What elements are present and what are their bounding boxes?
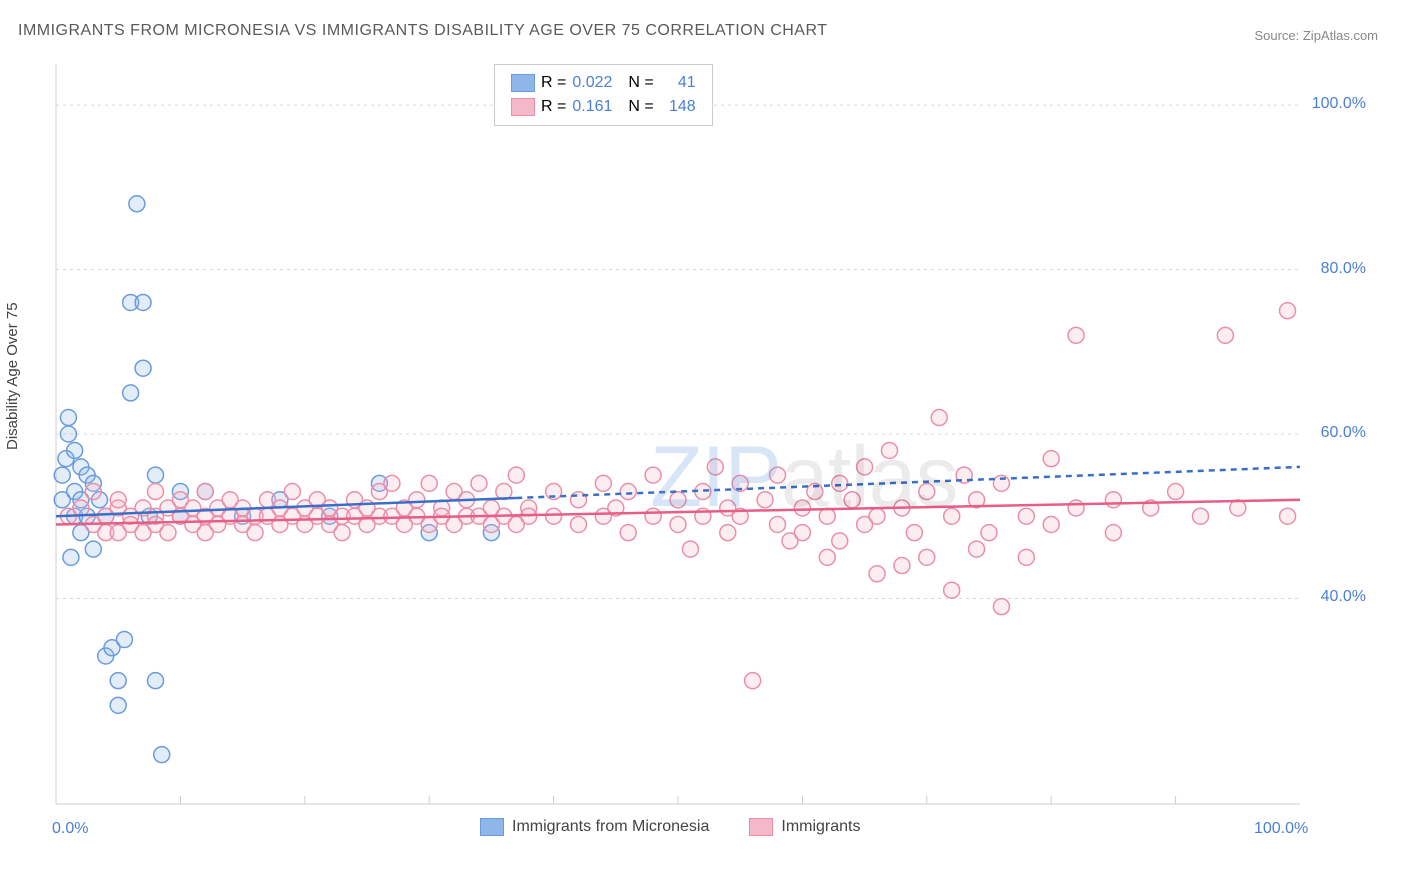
swatch-series-1 (511, 74, 535, 92)
scatter-chart (50, 58, 1370, 834)
chart-title: IMMIGRANTS FROM MICRONESIA VS IMMIGRANTS… (18, 22, 828, 40)
n-value-1: 41 (660, 71, 696, 95)
r-label: R = (541, 71, 566, 95)
legend-item-1: Immigrants from Micronesia (480, 818, 709, 836)
chart-area: ZIPatlas R = 0.022 N = 41 R = 0.161 N = … (50, 58, 1370, 834)
legend-item-2: Immigrants (749, 818, 860, 836)
y-tick-label: 40.0% (1321, 588, 1366, 606)
swatch-series-2 (749, 818, 773, 836)
y-tick-label: 60.0% (1321, 424, 1366, 442)
r-value-2: 0.161 (572, 95, 622, 119)
n-label: N = (628, 95, 653, 119)
r-label: R = (541, 95, 566, 119)
series-2-name: Immigrants (781, 818, 860, 836)
n-value-2: 148 (660, 95, 696, 119)
r-value-1: 0.022 (572, 71, 622, 95)
n-label: N = (628, 71, 653, 95)
legend-row-1: R = 0.022 N = 41 (511, 71, 696, 95)
y-tick-label: 100.0% (1312, 95, 1366, 113)
series-legend: Immigrants from Micronesia Immigrants (480, 818, 861, 836)
y-axis-label: Disability Age Over 75 (4, 302, 21, 450)
series-1-name: Immigrants from Micronesia (512, 818, 709, 836)
swatch-series-2 (511, 98, 535, 116)
x-tick-label: 0.0% (52, 820, 88, 838)
swatch-series-1 (480, 818, 504, 836)
legend-row-2: R = 0.161 N = 148 (511, 95, 696, 119)
y-tick-label: 80.0% (1321, 260, 1366, 278)
x-tick-label: 100.0% (1254, 820, 1308, 838)
correlation-legend: R = 0.022 N = 41 R = 0.161 N = 148 (494, 64, 713, 126)
source-label: Source: ZipAtlas.com (1254, 28, 1378, 43)
